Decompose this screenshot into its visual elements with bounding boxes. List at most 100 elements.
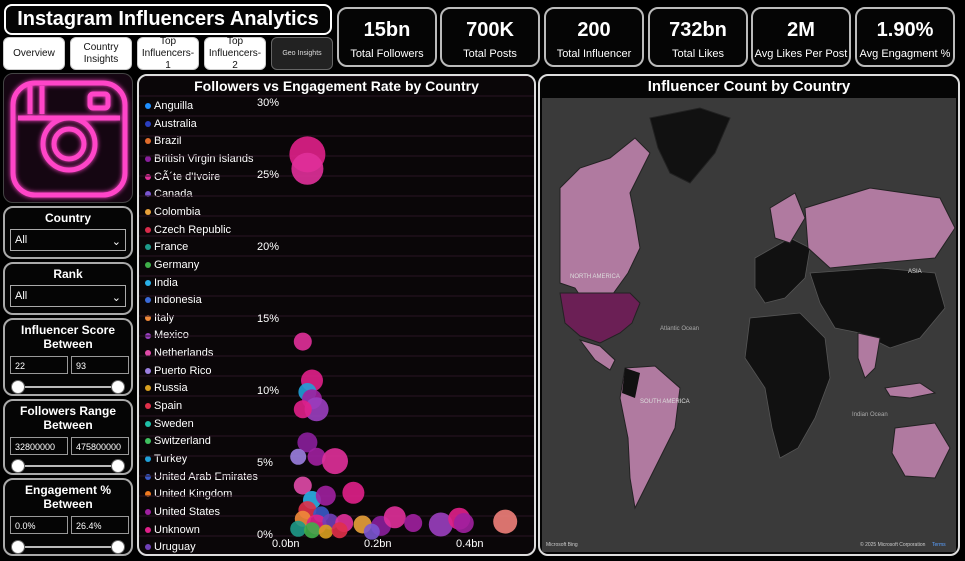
followers-range-slider[interactable]	[11, 459, 125, 473]
australia-region	[891, 422, 951, 479]
country-selected: All	[15, 234, 28, 246]
scatter-point[interactable]	[318, 524, 333, 539]
scandinavia-region	[769, 192, 806, 244]
kpi-value: 700K	[466, 19, 514, 41]
legend-label: Colombia	[154, 205, 201, 218]
kpi-value: 732bn	[669, 19, 727, 41]
slider-max-handle[interactable]	[111, 380, 125, 394]
legend-dot-icon	[145, 420, 151, 427]
map-title: Influencer Count by Country	[647, 78, 851, 95]
legend-item[interactable]: Sweden	[145, 417, 194, 431]
tab-top-influencers-1[interactable]: Top Influencers-1	[137, 36, 199, 71]
legend-item[interactable]: Italy	[145, 311, 174, 325]
legend-dot-icon	[145, 297, 151, 304]
scatter-point[interactable]	[322, 448, 348, 475]
scatter-point[interactable]	[493, 509, 518, 534]
slider-min-handle[interactable]	[11, 380, 25, 394]
scatter-point[interactable]	[404, 514, 423, 533]
followers-max-input[interactable]: 475800000	[71, 437, 129, 455]
x-tick-label: 0.4bn	[456, 538, 484, 550]
map-label-indian: Indian Ocean	[852, 412, 888, 418]
scatter-point[interactable]	[428, 512, 453, 537]
influencer-score-max-input[interactable]: 93	[71, 356, 129, 374]
influencer-score-slider[interactable]	[11, 380, 125, 394]
legend-item[interactable]: Germany	[145, 258, 199, 272]
kpi-card: 2M Avg Likes Per Post	[751, 7, 851, 67]
kpi-card: 15bn Total Followers	[337, 7, 437, 67]
legend-item[interactable]: Uruguay	[145, 540, 196, 554]
x-tick-label: 0.0bn	[272, 538, 300, 550]
map-terms-link[interactable]: Terms	[932, 542, 946, 548]
legend-item[interactable]: Brazil	[145, 134, 182, 148]
y-tick-label: 5%	[257, 457, 273, 469]
legend-dot-icon	[145, 491, 151, 498]
rank-dropdown[interactable]: All ⌄	[10, 285, 126, 307]
kpi-label: Total Posts	[463, 48, 517, 60]
scatter-point[interactable]	[293, 476, 312, 495]
map-panel: Influencer Count by Country NORTH AMERIC…	[538, 74, 960, 556]
followers-min-input[interactable]: 32800000	[10, 437, 68, 455]
scatter-point[interactable]	[453, 513, 474, 534]
scatter-point[interactable]	[304, 522, 320, 539]
legend-item[interactable]: India	[145, 276, 178, 290]
legend-dot-icon	[145, 208, 151, 215]
legend-item[interactable]: France	[145, 240, 188, 254]
legend-dot-icon	[145, 473, 151, 480]
legend-item[interactable]: Czech Republic	[145, 223, 231, 237]
tab-overview[interactable]: Overview	[3, 37, 65, 70]
y-tick-label: 0%	[257, 529, 273, 541]
scatter-point[interactable]	[290, 520, 307, 537]
legend-item[interactable]: Russia	[145, 381, 188, 395]
legend-label: Mexico	[154, 329, 189, 342]
followers-range-title: Followers Range Between	[19, 404, 117, 432]
legend-dot-icon	[145, 367, 151, 374]
scatter-point[interactable]	[304, 397, 329, 422]
scatter-point[interactable]	[342, 481, 365, 504]
legend-item[interactable]: Switzerland	[145, 434, 211, 448]
tab-top-influencers-2[interactable]: Top Influencers-2	[204, 36, 266, 71]
slider-min-handle[interactable]	[11, 540, 25, 554]
legend-item[interactable]: Canada	[145, 187, 193, 201]
legend-item[interactable]: Anguilla	[145, 99, 193, 113]
country-dropdown[interactable]: All ⌄	[10, 229, 126, 251]
kpi-card: 732bn Total Likes	[648, 7, 748, 67]
legend-item[interactable]: Colombia	[145, 205, 200, 219]
legend-item[interactable]: Indonesia	[145, 293, 202, 307]
legend-item[interactable]: Puerto Rico	[145, 364, 211, 378]
mexico-region	[578, 339, 616, 371]
kpi-label: Avg Likes Per Post	[754, 48, 848, 60]
legend-item[interactable]: United States	[145, 505, 220, 519]
greenland-region	[649, 107, 731, 184]
scatter-point[interactable]	[363, 523, 380, 540]
scatter-point[interactable]	[293, 400, 312, 419]
engagement-slicer: Engagement % Between 0.0% 26.4%	[3, 478, 133, 556]
legend-item[interactable]: Spain	[145, 399, 182, 413]
legend-item[interactable]: United Kingdom	[145, 487, 232, 501]
legend-item[interactable]: Australia	[145, 117, 197, 131]
scatter-point[interactable]	[291, 152, 324, 185]
world-map[interactable]: NORTH AMERICA SOUTH AMERICA ASIA Atlanti…	[540, 98, 958, 554]
scatter-point[interactable]	[315, 485, 336, 506]
slider-min-handle[interactable]	[11, 459, 25, 473]
legend-item[interactable]: Unknown	[145, 523, 200, 537]
scatter-point[interactable]	[383, 506, 406, 529]
kpi-label: Total Followers	[350, 48, 424, 60]
chevron-down-icon: ⌄	[111, 236, 121, 248]
kpi-card: 1.90% Avg Engagment %	[855, 7, 955, 67]
legend-dot-icon	[145, 191, 151, 198]
scatter-point[interactable]	[297, 432, 318, 453]
scatter-point[interactable]	[307, 447, 326, 466]
slider-max-handle[interactable]	[111, 540, 125, 554]
tab-country-insights[interactable]: Country Insights	[70, 37, 132, 70]
influencer-score-min-input[interactable]: 22	[10, 356, 68, 374]
scatter-point[interactable]	[331, 522, 348, 539]
tab-geo-insights[interactable]: Geo Insights	[271, 37, 333, 70]
engagement-min-input[interactable]: 0.0%	[10, 516, 68, 534]
engagement-slider[interactable]	[11, 540, 125, 554]
legend-item[interactable]: United Arab Emirates	[145, 470, 258, 484]
scatter-point[interactable]	[290, 448, 307, 465]
slider-max-handle[interactable]	[111, 459, 125, 473]
legend-item[interactable]: CÃ´te d'Ivoire	[145, 170, 220, 184]
engagement-max-input[interactable]: 26.4%	[71, 516, 129, 534]
scatter-point[interactable]	[293, 332, 312, 351]
